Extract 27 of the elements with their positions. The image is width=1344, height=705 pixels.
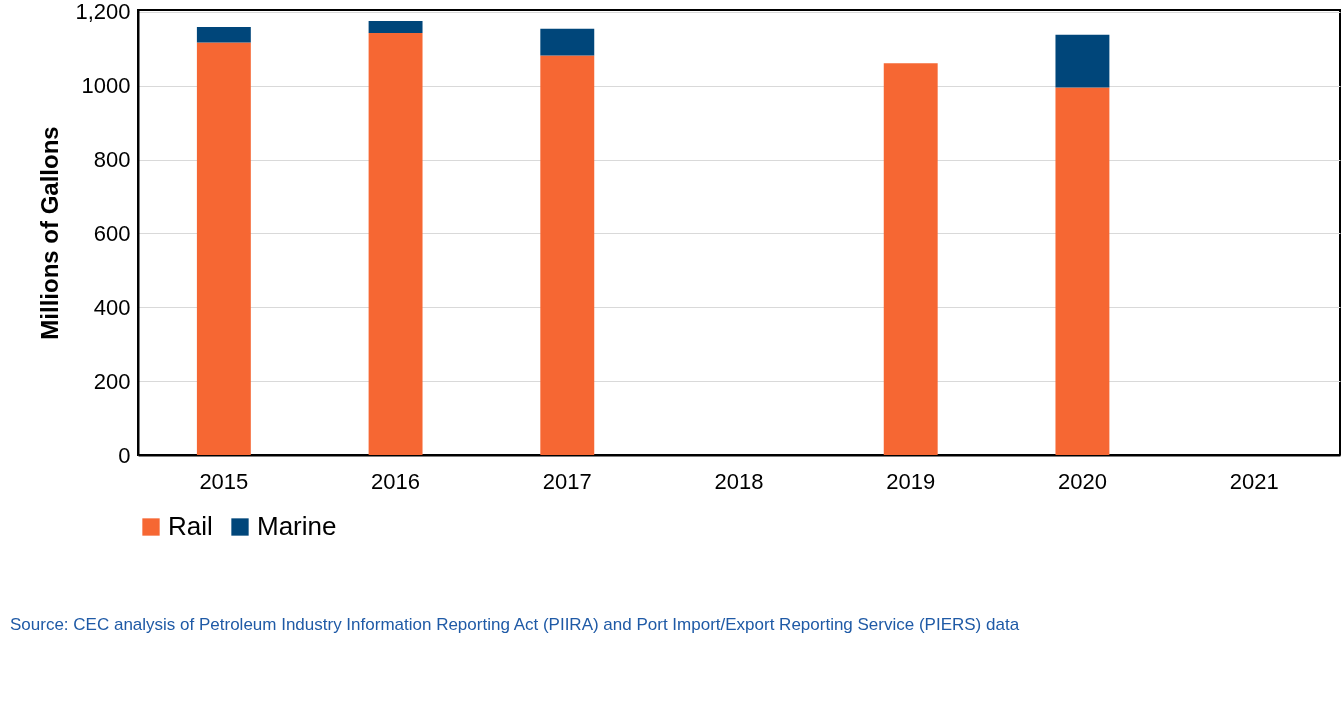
x-tick-label: 2016	[371, 468, 421, 494]
x-tick-label: 2021	[1229, 468, 1279, 494]
x-tick-label: 2018	[714, 468, 764, 494]
y-axis-title: Millions of Gallons	[36, 126, 64, 340]
x-tick-label: 2017	[542, 468, 592, 494]
legend-label: Rail	[168, 511, 213, 541]
bar	[1055, 34, 1110, 88]
legend-label: Marine	[257, 511, 337, 541]
bar	[196, 42, 251, 455]
y-tick-label: 1,200	[75, 0, 131, 25]
bar	[196, 26, 251, 43]
y-tick-label: 1000	[81, 73, 131, 99]
bar	[540, 55, 595, 455]
x-tick-label: 2019	[886, 468, 936, 494]
source-note: Source: CEC analysis of Petroleum Industry Information Reporting Act (PIIRA) and Port Import/Export Reporting Service (PIERS) data	[10, 615, 1021, 635]
y-tick-label: 0	[118, 442, 131, 468]
bar	[540, 28, 595, 56]
x-tick-label: 2015	[199, 468, 249, 494]
bar	[1055, 87, 1110, 455]
x-tick-label: 2020	[1057, 468, 1107, 494]
bar	[883, 63, 938, 455]
y-tick-label: 200	[93, 368, 131, 394]
bar	[368, 32, 423, 455]
y-tick-label: 600	[93, 220, 131, 246]
y-tick-label: 400	[93, 294, 131, 320]
y-tick-label: 800	[93, 147, 131, 173]
bar	[368, 21, 423, 33]
